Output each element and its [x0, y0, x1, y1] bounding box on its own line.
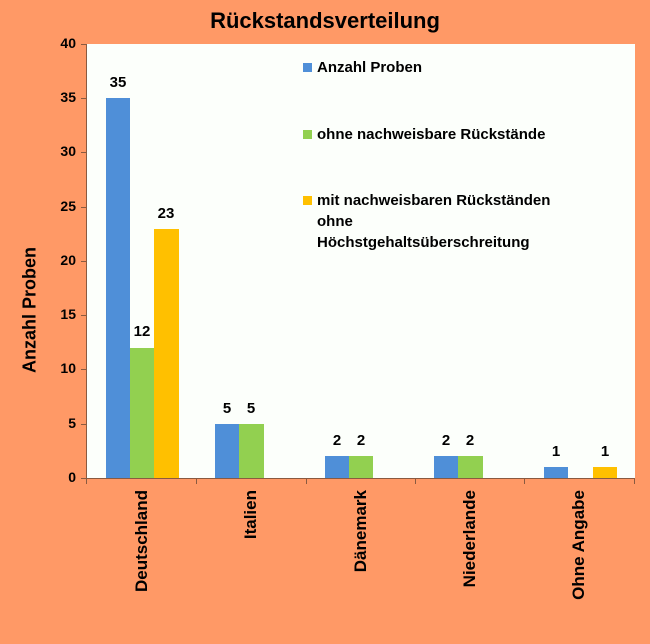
bar-niederlande-ohne [458, 456, 483, 478]
category-label-daenemark: Dänemark [351, 490, 370, 573]
value-label: 2 [356, 432, 366, 449]
y-tick-label: 25 [60, 198, 76, 214]
x-tick [306, 478, 307, 484]
value-label: 23 [157, 205, 175, 222]
x-tick [196, 478, 197, 484]
y-tick-label: 20 [60, 252, 76, 268]
value-label: 35 [109, 74, 127, 91]
legend-swatch-yellow [303, 196, 312, 205]
category-label-ohne-angabe: Ohne Angabe [569, 490, 588, 600]
y-tick [81, 478, 87, 479]
legend-label: Höchstgehaltsüberschreitung [317, 234, 530, 251]
x-tick [524, 478, 525, 484]
chart-title: Rückstandsverteilung [210, 8, 440, 33]
bar-daenemark-ohne [349, 456, 373, 478]
value-label: 2 [441, 432, 451, 449]
y-tick [81, 152, 87, 153]
y-tick [81, 424, 87, 425]
y-tick-label: 35 [60, 89, 76, 105]
category-label-niederlande: Niederlande [460, 490, 479, 588]
x-tick [634, 478, 635, 484]
value-label: 1 [551, 443, 561, 460]
y-tick-label: 30 [60, 143, 76, 159]
value-label: 1 [600, 443, 610, 460]
bar-niederlande-anzahl [434, 456, 458, 478]
legend-item-ohne-rueckstaende: ohne nachweisbare Rückstände [303, 124, 546, 145]
category-label-deutschland: Deutschland [132, 490, 151, 593]
legend-label: mit nachweisbaren Rückständen [317, 192, 551, 209]
bar-italien-ohne [239, 424, 264, 478]
value-label: 2 [465, 432, 475, 449]
bar-italien-anzahl [215, 424, 239, 478]
y-tick [81, 98, 87, 99]
bar-daenemark-anzahl [325, 456, 349, 478]
legend-item-mit-rueckstaenden: mit nachweisbaren Rückständen ohne Höchs… [303, 190, 551, 253]
y-tick [81, 261, 87, 262]
legend-swatch-blue [303, 63, 312, 72]
y-tick [81, 369, 87, 370]
bar-ohne-angabe-mit [593, 467, 617, 478]
x-tick [415, 478, 416, 484]
y-tick [81, 44, 87, 45]
bar-deutschland-anzahl [106, 98, 130, 478]
legend-swatch-green [303, 130, 312, 139]
category-label-italien: Italien [241, 490, 260, 540]
legend-label: Anzahl Proben [317, 59, 423, 76]
legend-item-anzahl-proben: Anzahl Proben [303, 57, 423, 78]
bar-deutschland-mit [154, 229, 179, 478]
legend-label: ohne nachweisbare Rückstände [317, 126, 546, 143]
legend-label: ohne [317, 213, 353, 230]
x-axis-line [86, 478, 635, 479]
y-tick [81, 315, 87, 316]
y-tick-label: 10 [60, 360, 76, 376]
value-label: 12 [133, 323, 151, 340]
value-label: 5 [246, 400, 256, 417]
y-tick [81, 207, 87, 208]
value-label: 2 [332, 432, 342, 449]
y-axis-title: Anzahl Proben [19, 246, 40, 374]
y-tick-label: 15 [60, 306, 76, 322]
bar-deutschland-ohne [130, 348, 154, 478]
y-tick-label: 40 [60, 35, 76, 51]
y-tick-label: 5 [68, 415, 76, 431]
bar-ohne-angabe-anzahl [544, 467, 568, 478]
y-axis-line [86, 44, 87, 484]
y-tick-label: 0 [68, 469, 76, 485]
value-label: 5 [222, 400, 232, 417]
